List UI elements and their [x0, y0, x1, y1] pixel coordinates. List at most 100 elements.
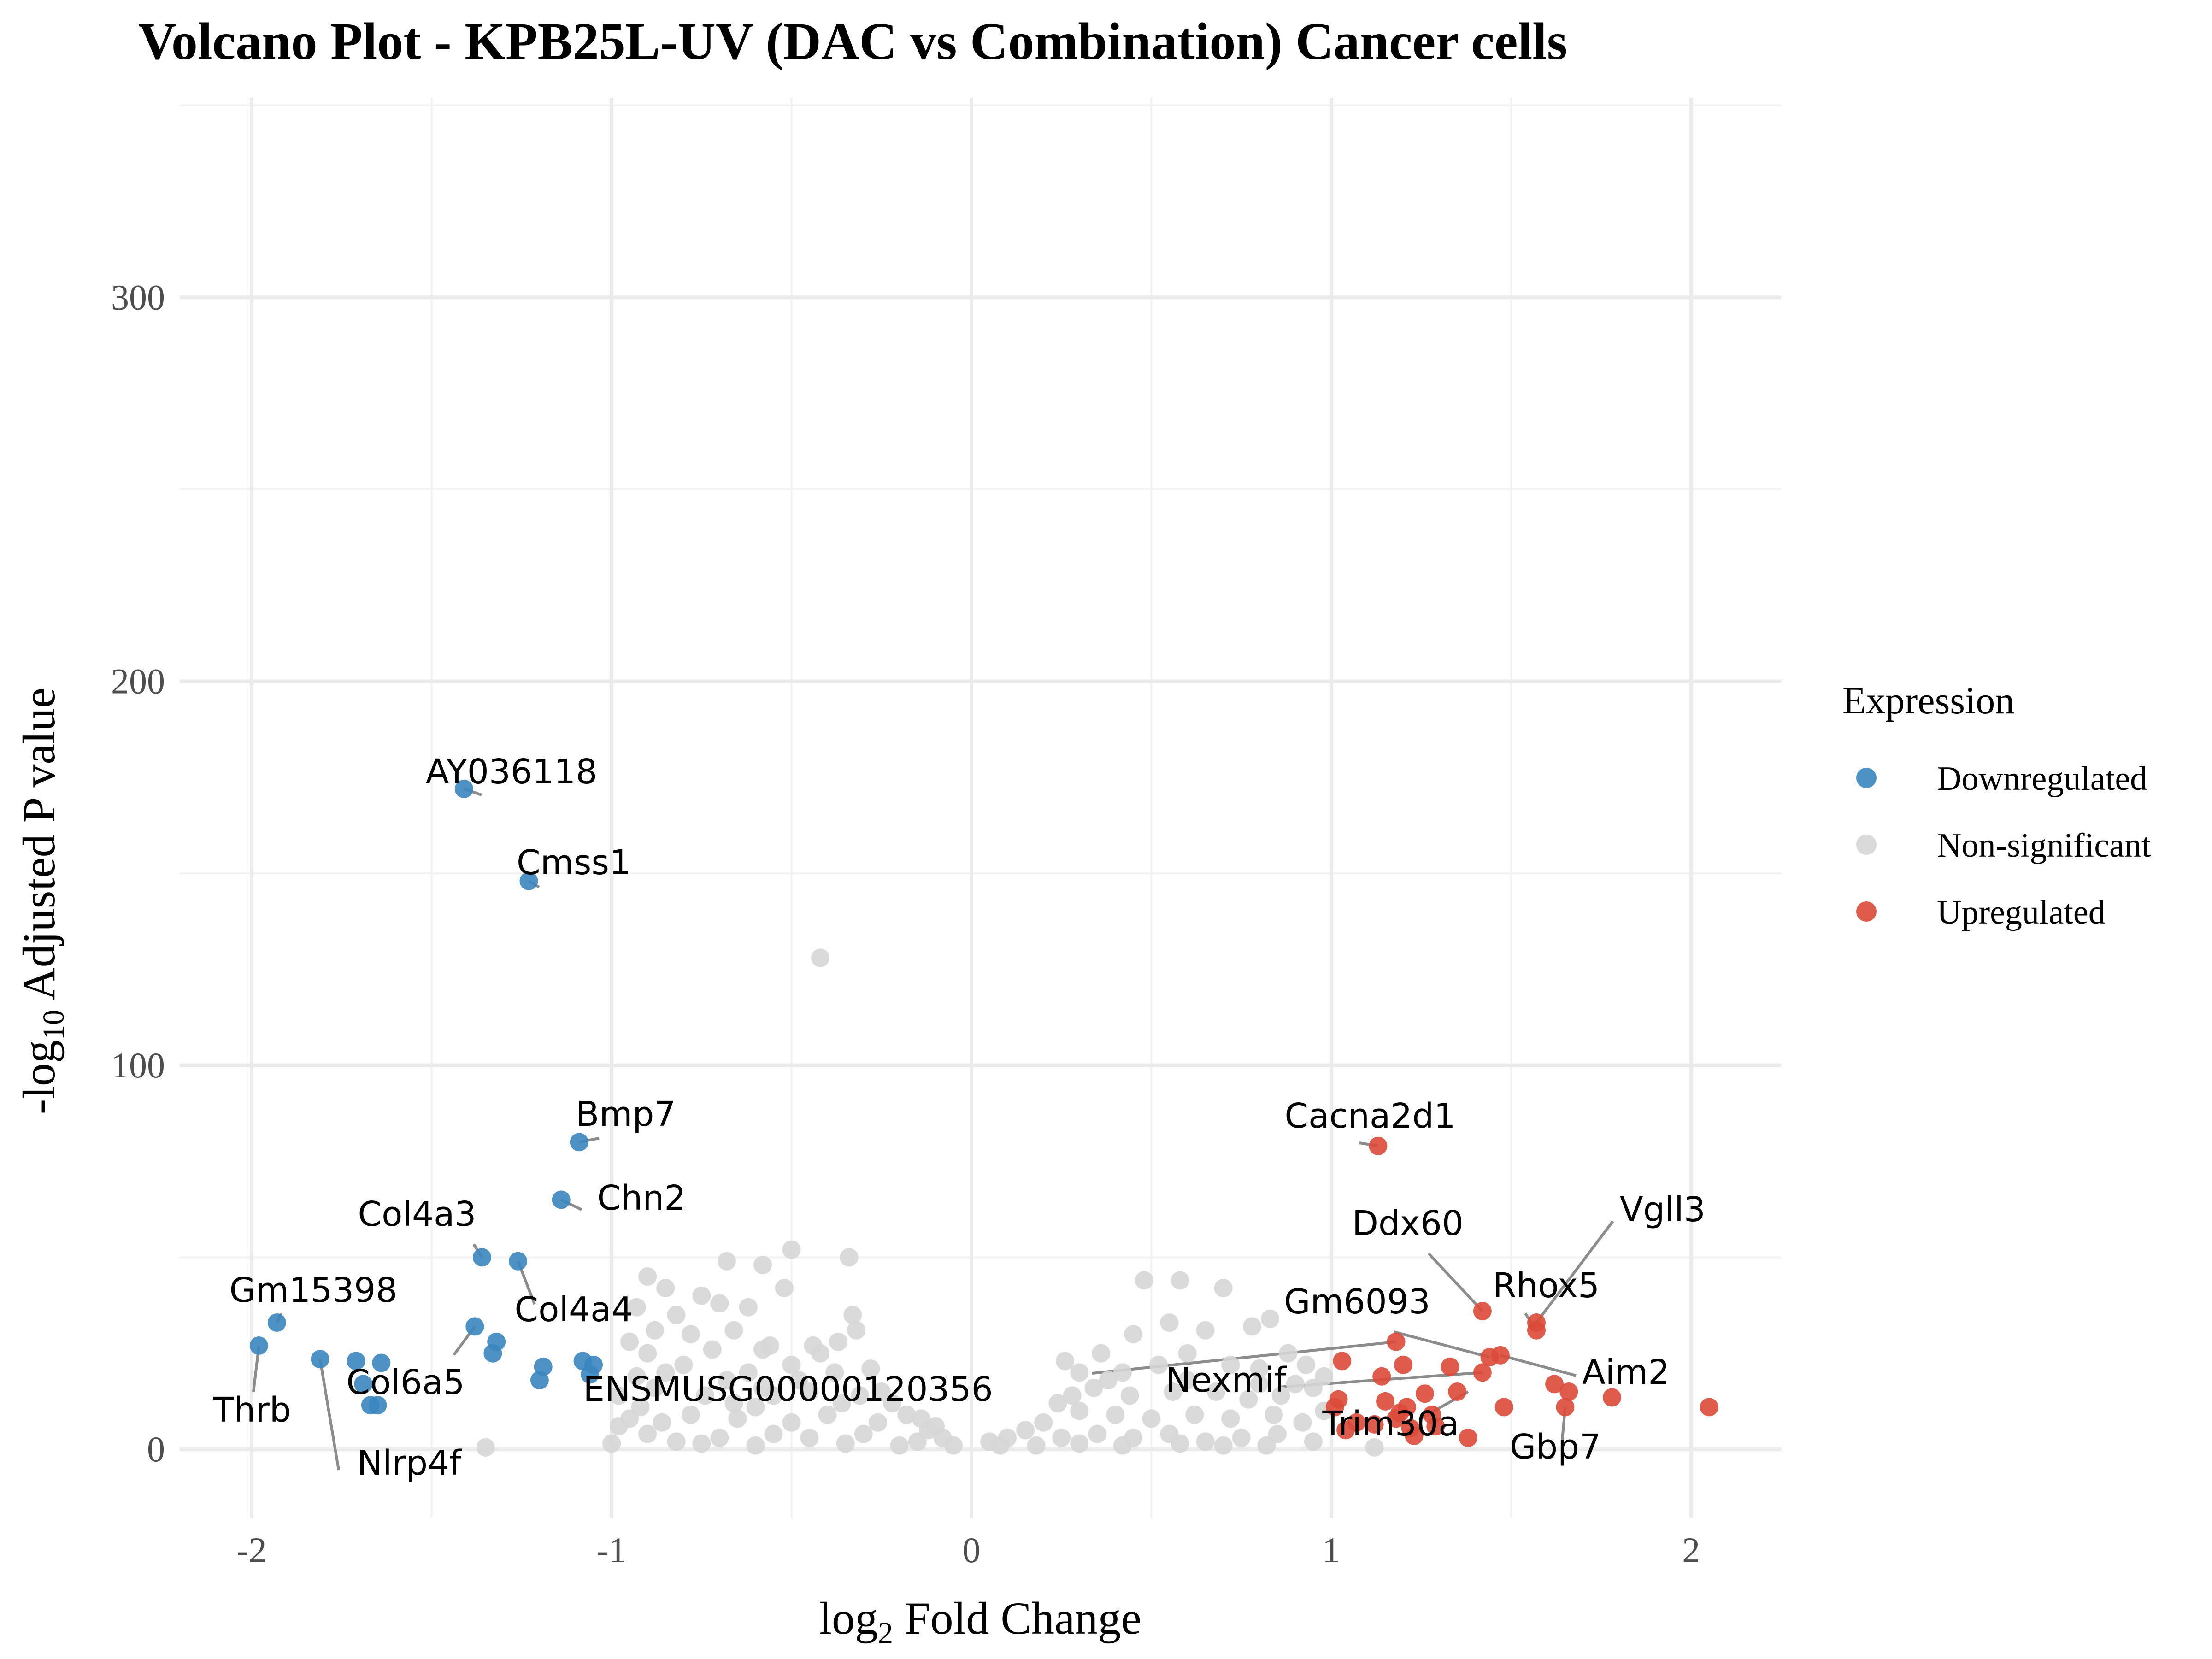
point-non-significant — [890, 1436, 909, 1455]
point-non-significant — [620, 1332, 639, 1351]
gene-label: Col4a3 — [358, 1194, 476, 1234]
point-non-significant — [1027, 1436, 1046, 1455]
point-downregulated — [483, 1344, 502, 1363]
point-non-significant — [1034, 1413, 1053, 1432]
point-non-significant — [1124, 1325, 1143, 1344]
point-downregulated — [249, 1336, 268, 1355]
point-non-significant — [1084, 1378, 1103, 1397]
point-upregulated — [1415, 1384, 1434, 1403]
point-non-significant — [861, 1359, 880, 1378]
point-non-significant — [746, 1398, 765, 1417]
point-upregulated — [1559, 1382, 1578, 1401]
point-non-significant — [1214, 1279, 1233, 1298]
point-upregulated — [1527, 1321, 1546, 1340]
point-non-significant — [1016, 1421, 1035, 1440]
point-non-significant — [724, 1321, 743, 1340]
point-upregulated — [1441, 1357, 1459, 1376]
point-non-significant — [883, 1394, 902, 1413]
gene-label: Nlrp4f — [357, 1443, 462, 1483]
point-non-significant — [1160, 1313, 1179, 1332]
point-upregulated — [1480, 1348, 1499, 1367]
point-upregulated — [1700, 1398, 1718, 1417]
point-non-significant — [1232, 1429, 1251, 1447]
x-tick-label: 0 — [962, 1530, 980, 1570]
point-downregulated — [552, 1190, 571, 1209]
point-non-significant — [717, 1252, 736, 1271]
point-non-significant — [1250, 1359, 1269, 1378]
point-non-significant — [789, 1371, 808, 1390]
point-downregulated — [372, 1353, 391, 1372]
point-non-significant — [811, 948, 830, 967]
legend-key — [1856, 768, 1877, 788]
point-upregulated — [1556, 1398, 1575, 1417]
point-upregulated — [1376, 1392, 1395, 1411]
point-non-significant — [1268, 1424, 1287, 1443]
point-non-significant — [800, 1429, 819, 1447]
point-non-significant — [1171, 1434, 1189, 1453]
point-downregulated — [368, 1396, 387, 1415]
point-non-significant — [843, 1306, 862, 1324]
point-non-significant — [696, 1386, 715, 1405]
point-non-significant — [631, 1398, 650, 1417]
legend-label: Downregulated — [1937, 760, 2147, 798]
x-tick-label: 2 — [1682, 1530, 1700, 1570]
point-non-significant — [991, 1436, 1010, 1455]
point-upregulated — [1325, 1398, 1344, 1417]
point-upregulated — [1390, 1403, 1409, 1422]
point-downregulated — [509, 1252, 528, 1271]
point-non-significant — [627, 1367, 646, 1386]
gene-label: ENSMUSG00000120356 — [583, 1370, 993, 1409]
point-non-significant — [609, 1417, 628, 1436]
point-non-significant — [1171, 1271, 1189, 1290]
leader-line — [1535, 1220, 1614, 1324]
point-downregulated — [354, 1375, 373, 1394]
point-non-significant — [1178, 1344, 1197, 1363]
point-non-significant — [681, 1406, 700, 1424]
y-tick-label: 0 — [147, 1429, 165, 1469]
point-non-significant — [1106, 1406, 1125, 1424]
point-non-significant — [811, 1344, 830, 1363]
point-non-significant — [1149, 1355, 1168, 1374]
point-non-significant — [602, 1434, 621, 1453]
point-non-significant — [1293, 1413, 1312, 1432]
point-non-significant — [1304, 1432, 1323, 1451]
point-non-significant — [1070, 1401, 1089, 1420]
gene-label: Nexmif — [1165, 1360, 1287, 1400]
point-non-significant — [832, 1394, 851, 1413]
point-non-significant — [1088, 1424, 1107, 1443]
point-non-significant — [1250, 1375, 1269, 1394]
point-downregulated — [311, 1350, 329, 1369]
gene-label: Gm15398 — [229, 1271, 398, 1310]
gene-label: Thrb — [212, 1390, 291, 1430]
point-non-significant — [1286, 1375, 1305, 1394]
point-non-significant — [667, 1306, 686, 1324]
point-non-significant — [840, 1248, 859, 1267]
point-upregulated — [1394, 1355, 1413, 1374]
point-non-significant — [645, 1321, 664, 1340]
point-downregulated — [570, 1133, 588, 1152]
point-non-significant — [739, 1298, 758, 1317]
legend-key — [1856, 835, 1877, 855]
point-non-significant — [1099, 1371, 1118, 1390]
point-non-significant — [692, 1286, 711, 1305]
gene-label: Trim30a — [1322, 1404, 1459, 1444]
point-non-significant — [1164, 1382, 1182, 1401]
point-non-significant — [854, 1424, 873, 1443]
point-non-significant — [1239, 1390, 1258, 1409]
y-axis-title: -log10 Adjusted P value — [13, 688, 71, 1114]
point-non-significant — [656, 1279, 675, 1298]
point-non-significant — [764, 1424, 783, 1443]
point-non-significant — [1185, 1406, 1204, 1424]
point-downregulated — [267, 1313, 286, 1332]
point-upregulated — [1333, 1352, 1352, 1371]
point-non-significant — [908, 1432, 927, 1451]
point-non-significant — [944, 1436, 963, 1455]
x-tick-label: -2 — [237, 1530, 267, 1570]
point-non-significant — [829, 1332, 848, 1351]
point-upregulated — [1473, 1302, 1492, 1321]
point-downregulated — [454, 779, 473, 798]
point-non-significant — [872, 1382, 891, 1401]
point-non-significant — [1113, 1363, 1132, 1382]
point-non-significant — [1092, 1344, 1111, 1363]
point-upregulated — [1426, 1417, 1445, 1436]
